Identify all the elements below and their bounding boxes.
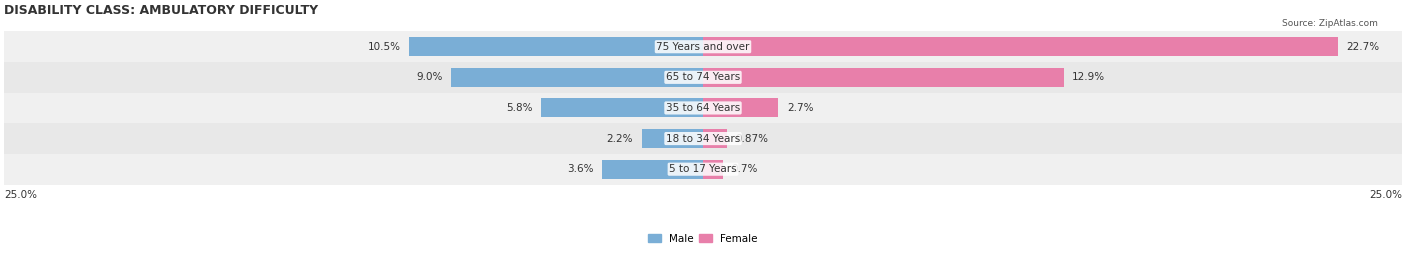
Bar (4, 123, 1402, 154)
Bar (4, 154, 1402, 184)
Bar (703, 68, 1063, 87)
Text: 0.87%: 0.87% (735, 133, 769, 144)
Text: 10.5%: 10.5% (368, 42, 401, 52)
Text: 22.7%: 22.7% (1346, 42, 1379, 52)
Bar (602, 160, 703, 179)
Text: 2.7%: 2.7% (787, 103, 813, 113)
Bar (703, 129, 727, 148)
Text: 2.2%: 2.2% (606, 133, 633, 144)
Text: 25.0%: 25.0% (4, 190, 37, 200)
Bar (4, 62, 1402, 93)
Bar (4, 31, 1402, 62)
Text: 25.0%: 25.0% (1369, 190, 1402, 200)
Text: 35 to 64 Years: 35 to 64 Years (666, 103, 740, 113)
Bar (641, 129, 703, 148)
Text: 18 to 34 Years: 18 to 34 Years (666, 133, 740, 144)
Text: 0.7%: 0.7% (731, 164, 758, 174)
Text: 3.6%: 3.6% (568, 164, 593, 174)
Text: 65 to 74 Years: 65 to 74 Years (666, 72, 740, 82)
Text: Source: ZipAtlas.com: Source: ZipAtlas.com (1282, 19, 1378, 28)
Text: 9.0%: 9.0% (416, 72, 443, 82)
Bar (4, 93, 1402, 123)
Text: 75 Years and over: 75 Years and over (657, 42, 749, 52)
Legend: Male, Female: Male, Female (644, 230, 762, 248)
Text: 5 to 17 Years: 5 to 17 Years (669, 164, 737, 174)
Bar (703, 37, 1337, 56)
Text: 5.8%: 5.8% (506, 103, 533, 113)
Text: 12.9%: 12.9% (1071, 72, 1105, 82)
Bar (703, 160, 723, 179)
Bar (409, 37, 703, 56)
Bar (541, 98, 703, 117)
Bar (703, 98, 779, 117)
Text: DISABILITY CLASS: AMBULATORY DIFFICULTY: DISABILITY CLASS: AMBULATORY DIFFICULTY (4, 4, 318, 17)
Bar (451, 68, 703, 87)
